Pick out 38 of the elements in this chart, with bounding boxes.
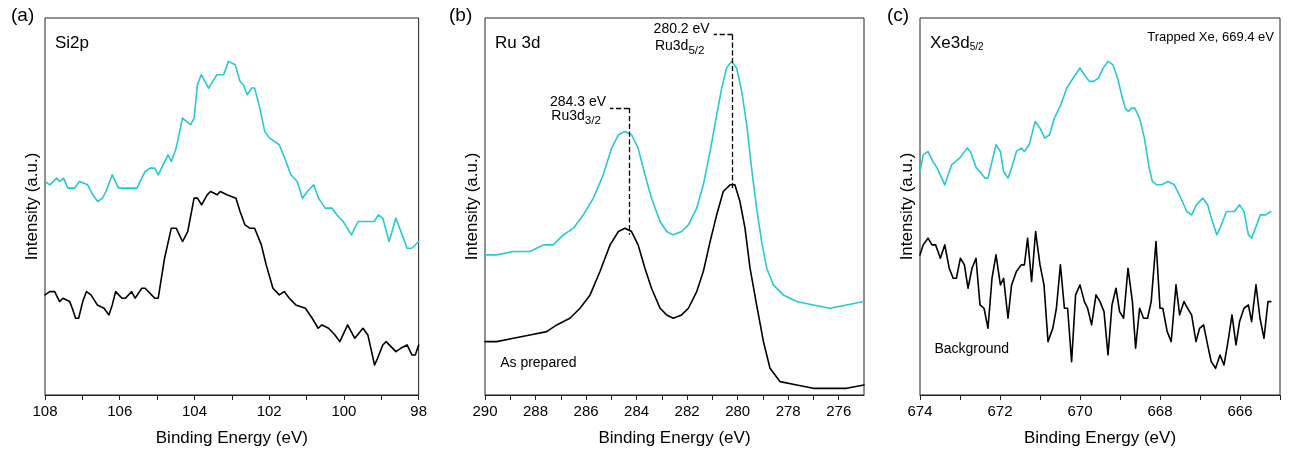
x-tick-label: 668 (1147, 402, 1173, 419)
x-axis-title: Binding Energy (eV) (1023, 428, 1177, 447)
x-tick-label: 278 (775, 402, 801, 419)
x-tick-label: 104 (181, 402, 207, 419)
text: Trapped Xe, 669.4 eV (1147, 29, 1275, 44)
x-tick-label: 666 (1227, 402, 1253, 419)
x-tick-label: 280 (725, 402, 751, 419)
text: Ru 3d (495, 33, 541, 52)
y-axis-title: Intensity (a.u.) (461, 152, 481, 261)
y-axis-title: Intensity (a.u.) (21, 152, 41, 261)
x-tick-label: 106 (107, 402, 133, 419)
x-tick-label: 288 (523, 402, 549, 419)
y-axis-title: Intensity (a.u.) (896, 152, 916, 261)
x-tick-label: 286 (573, 402, 599, 419)
x-tick-label: 284 (624, 402, 650, 419)
chart-title: (a) (11, 4, 35, 25)
x-axis-title: Binding Energy (eV) (598, 428, 751, 447)
chart-title: (b) (449, 4, 473, 25)
x-tick-label: 100 (331, 402, 357, 419)
annotation: Ru3d$_{3/2}$ (551, 107, 602, 128)
ref-line-label: 280.2 eV (653, 19, 711, 36)
annotation: Ru3d$_{5/2}$ (654, 37, 705, 58)
series-label: As prepared (500, 353, 577, 370)
x-tick-label: 98 (410, 402, 427, 419)
x-tick-label: 674 (907, 402, 933, 419)
x-tick-label: 276 (826, 402, 852, 419)
text: Si2p (55, 33, 90, 52)
text: Xe3d5/2 (930, 33, 985, 52)
x-axis-title: Binding Energy (eV) (155, 428, 308, 447)
x-tick-label: 108 (32, 402, 58, 419)
x-tick-label: 102 (256, 402, 282, 419)
x-tick-label: 290 (472, 402, 498, 419)
x-tick-label: 282 (674, 402, 700, 419)
series-label: Background (934, 340, 1010, 357)
chart-title: (c) (887, 4, 910, 25)
ref-line-label: 284.3 eV (550, 93, 607, 110)
x-tick-label: 672 (987, 402, 1013, 419)
x-tick-label: 670 (1067, 402, 1093, 419)
